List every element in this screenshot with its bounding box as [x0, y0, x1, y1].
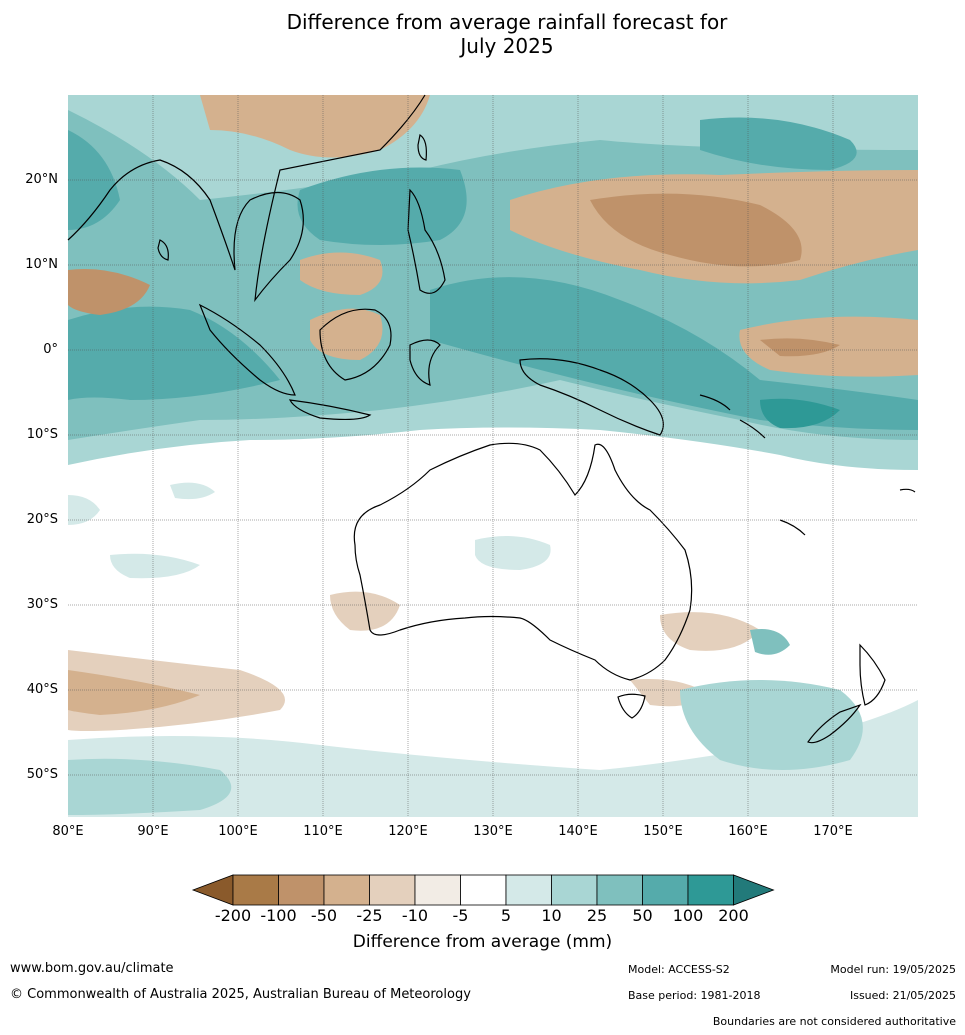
colorbar-segment — [460, 874, 507, 906]
colorbar-segment — [232, 874, 279, 906]
colorbar-tick-label: 25 — [586, 906, 608, 925]
lon-label: 110°E — [303, 824, 343, 839]
colorbar-title: Difference from average (mm) — [352, 932, 613, 952]
lat-label: 20°S — [26, 512, 58, 527]
lon-label: 120°E — [388, 824, 428, 839]
nz-outline — [807, 643, 886, 744]
asia-coast-outline — [67, 94, 426, 303]
colorbar-tick-label: 50 — [632, 906, 653, 925]
graticule — [68, 95, 918, 817]
south-indian-dry-core — [68, 670, 200, 715]
lat-label: 10°S — [26, 427, 58, 442]
colorbar-segment — [505, 874, 552, 906]
footer-model: Model: ACCESS-S2 — [628, 963, 730, 976]
africa-horn-dry — [68, 269, 150, 315]
islands-outline — [699, 394, 916, 536]
colorbar-tick-label: -100 — [260, 906, 297, 925]
colorbar-segment — [596, 874, 643, 906]
lon-label: 150°E — [643, 824, 683, 839]
borneo-dry — [310, 308, 383, 360]
footer-base-period: Base period: 1981-2018 — [628, 989, 761, 1002]
philippines-outline — [407, 188, 446, 294]
pacific-wet-strong — [430, 277, 918, 430]
colorbar-segment — [551, 874, 598, 906]
southern-ocean-wet — [68, 700, 918, 817]
colorbar-tick-label: -50 — [310, 906, 338, 925]
footer-issued: Issued: 21/05/2025 — [849, 989, 956, 1002]
nz-wet — [680, 680, 863, 770]
china-dry — [200, 95, 430, 158]
sri-lanka-outline — [157, 239, 169, 261]
bay-wet-strong — [760, 398, 840, 429]
indian-wet-patch-3 — [68, 495, 100, 525]
colorbar-tick-label: -5 — [452, 906, 469, 925]
lon-label: 80°E — [52, 824, 84, 839]
lat-label: 30°S — [26, 597, 58, 612]
tropical-wet-strong — [68, 306, 280, 400]
australia-outline — [353, 442, 693, 681]
lat-label: 50°S — [26, 767, 58, 782]
colorbar-segment — [278, 874, 325, 906]
lat-label: 10°N — [25, 257, 58, 272]
footer-model-run: Model run: 19/05/2025 — [830, 963, 956, 976]
lat-label: 40°S — [26, 682, 58, 697]
map-title: Difference from average rainfall forecas… — [0, 10, 965, 58]
indochina-dry — [300, 252, 383, 295]
colorbar-segment — [687, 874, 734, 906]
sulawesi-outline — [409, 339, 441, 386]
equatorial-pacific-dry-core — [760, 338, 840, 357]
colorbar-segment — [642, 874, 689, 906]
bight-dry — [330, 591, 400, 631]
title-line-1: Difference from average rainfall forecas… — [286, 10, 728, 34]
lon-label: 100°E — [218, 824, 258, 839]
colorbar-tick-label: 200 — [718, 906, 749, 925]
tasman-dry — [660, 612, 760, 651]
lon-label: 130°E — [473, 824, 513, 839]
borneo-outline — [319, 308, 392, 381]
footer-disclaimer: Boundaries are not considered authoritat… — [712, 1015, 956, 1028]
colorbar-arrow-high — [733, 874, 775, 906]
colorbar-segment — [369, 874, 416, 906]
colorbar-segment — [414, 874, 461, 906]
footer-url[interactable]: www.bom.gov.au/climate — [10, 961, 174, 976]
nw-pacific-dry-core — [590, 193, 802, 267]
sumatra-outline — [198, 303, 296, 396]
central-aus-wet — [475, 536, 551, 570]
taiwan-outline — [417, 134, 427, 161]
colorbar-arrow-low — [191, 874, 234, 906]
far-east-wet — [700, 117, 857, 170]
lon-label: 90°E — [137, 824, 169, 839]
footer-copyright: © Commonwealth of Australia 2025, Austra… — [10, 987, 471, 1002]
indian-wet-patch — [110, 553, 200, 579]
lon-label: 170°E — [813, 824, 853, 839]
colorbar-tick-label: 10 — [541, 906, 562, 925]
indian-wet-patch-2 — [170, 482, 215, 500]
java-outline — [288, 399, 372, 421]
colorbar-tick-label: -25 — [356, 906, 383, 925]
colorbar-tick-label: 100 — [672, 906, 704, 925]
colorbar-tick-label: -200 — [214, 906, 252, 925]
lat-label: 20°N — [25, 172, 58, 187]
southern-ocean-wet-2 — [68, 758, 232, 815]
tasman-wet — [750, 629, 790, 655]
lat-label: 0° — [43, 342, 58, 357]
colorbar-segment — [323, 874, 370, 906]
colorbar — [191, 874, 775, 906]
title-line-2: July 2025 — [460, 34, 554, 58]
colorbar-tick-label: -10 — [401, 906, 429, 925]
tasmania-outline — [617, 693, 646, 719]
lon-label: 140°E — [558, 824, 598, 839]
lon-label: 160°E — [728, 824, 768, 839]
colorbar-tick-label: 5 — [500, 906, 512, 925]
